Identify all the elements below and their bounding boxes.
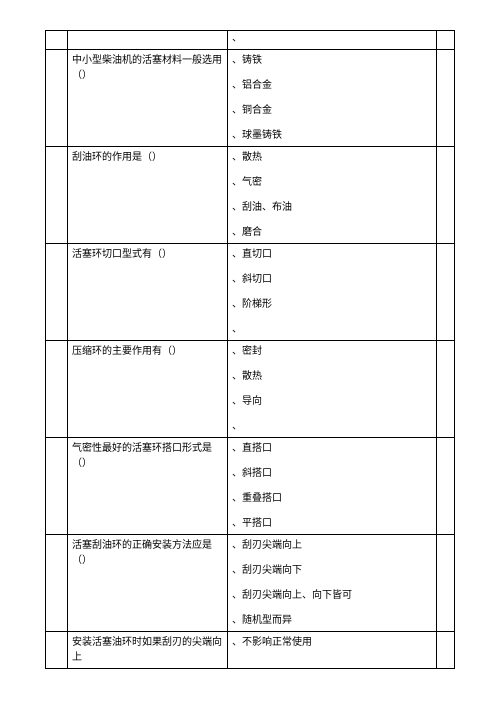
end-cell [437,438,455,535]
question-text: 刮油环的作用是（） [72,152,162,163]
table-row: 刮油环的作用是（） 、散热、气密、刮油、布油、磨合 [46,147,455,244]
question-cell: 安装活塞油环时如果刮刃的尖端向上 [68,632,228,669]
options-cell: 、直搭口、斜搭口、重叠搭口、平搭口 [228,438,437,535]
end-cell [437,31,455,50]
options-cell: 、刮刃尖端向上、刮刃尖端向下、刮刃尖端向上、向下皆可、随机型而异 [228,535,437,632]
option-text: 、刮刃尖端向上 [232,538,432,553]
option-text: 、气密 [232,175,432,190]
option-text: 、球墨铸铁 [232,128,432,143]
row-number-cell [46,341,68,438]
options-cell: 、直切口、斜切口、阶梯形、 [228,244,437,341]
option-text: 、随机型而异 [232,613,432,628]
options-cell: 、散热、气密、刮油、布油、磨合 [228,147,437,244]
option-text: 、斜切口 [232,272,432,287]
option-text: 、导向 [232,394,432,409]
end-cell [437,535,455,632]
option-text: 、阶梯形 [232,297,432,312]
option-text: 、直搭口 [232,441,432,456]
row-number-cell [46,632,68,669]
option-text: 、 [232,419,432,434]
row-number-cell [46,438,68,535]
options-cell: 、 [228,31,437,50]
question-text: 安装活塞油环时如果刮刃的尖端向上 [72,637,222,663]
option-text: 、刮刃尖端向上、向下皆可 [232,588,432,603]
row-number-cell [46,244,68,341]
table-row: 、 [46,31,455,50]
question-cell: 中小型柴油机的活塞材料一般选用（） [68,50,228,147]
table-row: 压缩环的主要作用有（） 、密封、散热、导向、 [46,341,455,438]
end-cell [437,147,455,244]
options-cell: 、不影响正常使用 [228,632,437,669]
table-row: 安装活塞油环时如果刮刃的尖端向上、不影响正常使用 [46,632,455,669]
option-text: 、平搭口 [232,516,432,531]
table-row: 气密性最好的活塞环搭口形式是（） 、直搭口、斜搭口、重叠搭口、平搭口 [46,438,455,535]
option-text: 、散热 [232,150,432,165]
option-text: 、密封 [232,344,432,359]
option-text: 、 [232,31,432,46]
end-cell [437,50,455,147]
option-text: 、铜合金 [232,103,432,118]
end-cell [437,632,455,669]
option-text: 、磨合 [232,225,432,240]
option-text: 、铸铁 [232,53,432,68]
options-cell: 、铸铁、铝合金、铜合金、球墨铸铁 [228,50,437,147]
row-number-cell [46,31,68,50]
question-cell [68,31,228,50]
table-row: 活塞刮油环的正确安装方法应是（） 、刮刃尖端向上、刮刃尖端向下、刮刃尖端向上、向下… [46,535,455,632]
option-text: 、散热 [232,369,432,384]
question-cell: 刮油环的作用是（） [68,147,228,244]
question-cell: 压缩环的主要作用有（） [68,341,228,438]
option-text: 、 [232,322,432,337]
option-text: 、重叠搭口 [232,491,432,506]
option-text: 、直切口 [232,247,432,262]
question-text: 气密性最好的活塞环搭口形式是（） [72,443,212,469]
table-row: 中小型柴油机的活塞材料一般选用（）、铸铁、铝合金、铜合金、球墨铸铁 [46,50,455,147]
option-text: 、不影响正常使用 [232,635,432,650]
question-text: 活塞刮油环的正确安装方法应是（） [72,540,212,566]
option-text: 、铝合金 [232,78,432,93]
table-row: 活塞环切口型式有（） 、直切口、斜切口、阶梯形、 [46,244,455,341]
question-text: 压缩环的主要作用有（） [72,346,182,357]
question-cell: 活塞环切口型式有（） [68,244,228,341]
question-cell: 活塞刮油环的正确安装方法应是（） [68,535,228,632]
quiz-table: 、中小型柴油机的活塞材料一般选用（）、铸铁、铝合金、铜合金、球墨铸铁刮油环的作用… [45,30,455,669]
question-cell: 气密性最好的活塞环搭口形式是（） [68,438,228,535]
option-text: 、刮刃尖端向下 [232,563,432,578]
row-number-cell [46,50,68,147]
question-text: 活塞环切口型式有（） [72,249,172,260]
row-number-cell [46,535,68,632]
option-text: 、斜搭口 [232,466,432,481]
row-number-cell [46,147,68,244]
options-cell: 、密封、散热、导向、 [228,341,437,438]
end-cell [437,341,455,438]
question-text: 中小型柴油机的活塞材料一般选用（） [72,55,222,81]
end-cell [437,244,455,341]
option-text: 、刮油、布油 [232,200,432,215]
